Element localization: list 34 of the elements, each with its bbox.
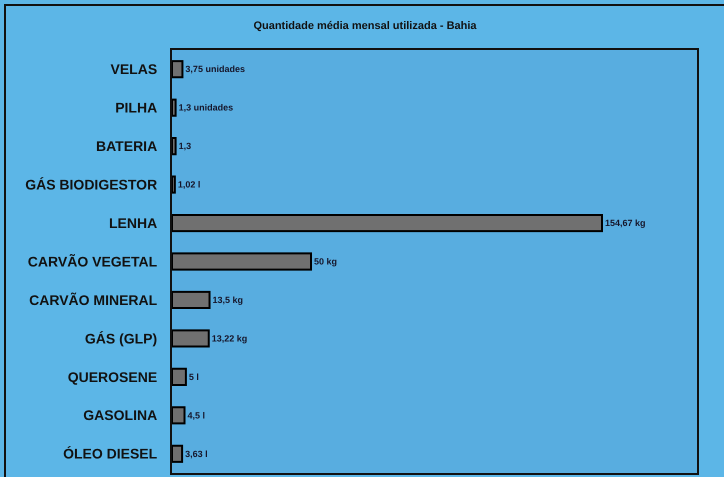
y-tick-label: CARVÃO MINERAL xyxy=(29,292,158,308)
y-tick-label: GÁS (GLP) xyxy=(84,330,158,346)
bar xyxy=(172,406,186,424)
data-label: 154,67 kg xyxy=(605,218,646,228)
bar xyxy=(172,214,603,232)
data-label: 3,63 l xyxy=(185,448,208,459)
data-label: 50 kg xyxy=(314,256,338,266)
bar xyxy=(172,98,177,117)
bar xyxy=(172,329,210,348)
data-label: 5 l xyxy=(188,372,199,382)
bar xyxy=(172,444,184,463)
y-tick-label: GASOLINA xyxy=(83,407,158,424)
y-tick-label: CARVÃO VEGETAL xyxy=(28,253,158,270)
chart-title: Quantidade média mensal utilizada - Bahia xyxy=(253,20,478,32)
bar xyxy=(172,137,177,156)
data-label: 1,3 unidades xyxy=(178,102,234,113)
data-label: 1,3 xyxy=(178,141,192,152)
data-label: 4,5 l xyxy=(188,410,206,420)
y-tick-label: VELAS xyxy=(110,61,158,78)
data-label: 1,02 l xyxy=(178,180,200,190)
bar xyxy=(172,368,187,386)
bar xyxy=(172,60,184,78)
bar xyxy=(172,176,176,194)
y-tick-label: QUEROSENE xyxy=(68,368,158,385)
data-label: 13,22 kg xyxy=(212,333,248,344)
y-tick-label: BATERIA xyxy=(96,138,158,154)
y-tick-label: LENHA xyxy=(108,214,158,231)
data-label: 3,75 unidades xyxy=(185,64,245,74)
y-tick-label: PILHA xyxy=(115,100,158,116)
y-tick-label: ÓLEO DIESEL xyxy=(63,446,158,462)
bar xyxy=(172,252,312,271)
y-tick-label: GÁS BIODIGESTOR xyxy=(25,176,158,192)
data-label: 13,5 kg xyxy=(212,294,244,305)
bar xyxy=(172,290,211,310)
